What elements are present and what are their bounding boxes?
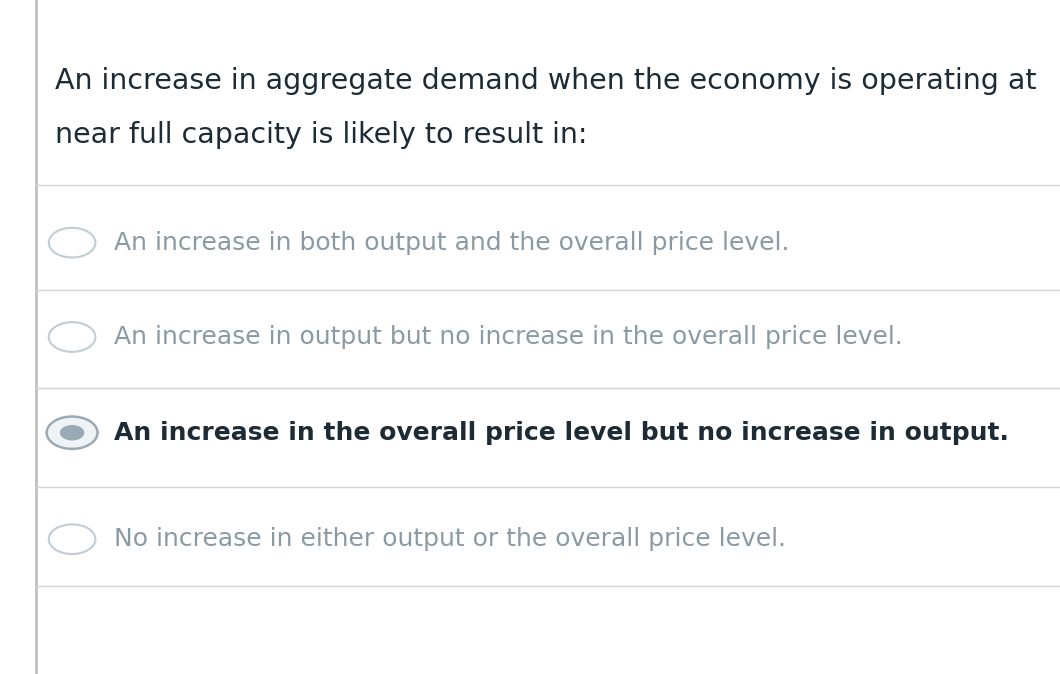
Text: No increase in either output or the overall price level.: No increase in either output or the over… bbox=[114, 527, 787, 551]
Text: near full capacity is likely to result in:: near full capacity is likely to result i… bbox=[55, 121, 587, 149]
Text: An increase in output but no increase in the overall price level.: An increase in output but no increase in… bbox=[114, 325, 903, 349]
Circle shape bbox=[49, 322, 95, 352]
Text: An increase in the overall price level but no increase in output.: An increase in the overall price level b… bbox=[114, 421, 1009, 445]
Circle shape bbox=[49, 524, 95, 554]
Circle shape bbox=[47, 417, 98, 449]
Text: An increase in both output and the overall price level.: An increase in both output and the overa… bbox=[114, 231, 790, 255]
Circle shape bbox=[49, 228, 95, 257]
Circle shape bbox=[59, 425, 85, 441]
Text: An increase in aggregate demand when the economy is operating at: An increase in aggregate demand when the… bbox=[55, 67, 1037, 95]
